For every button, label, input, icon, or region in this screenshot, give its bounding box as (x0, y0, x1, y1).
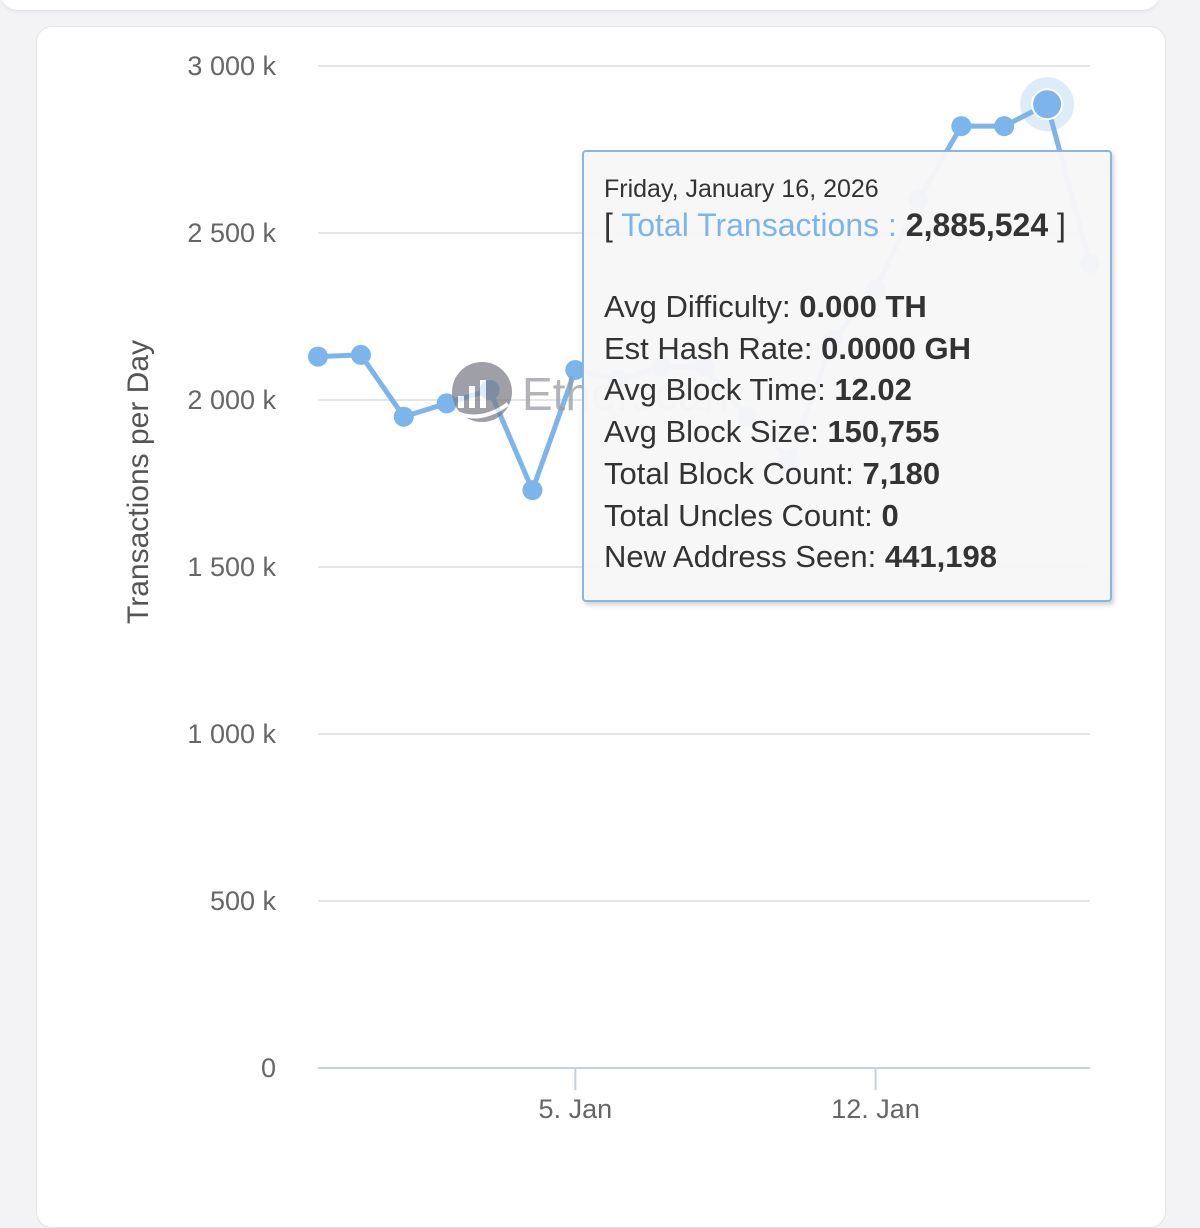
row-label: Avg Block Size: (604, 414, 819, 450)
data-point[interactable] (565, 359, 586, 380)
tooltip-row-total-block-count: Total Block Count: 7,180 (604, 453, 1090, 495)
data-point-hovered[interactable] (1031, 88, 1064, 121)
y-axis-label: Transactions per Day (122, 340, 155, 624)
data-point[interactable] (393, 406, 414, 427)
data-point[interactable] (522, 480, 543, 501)
y-tick-label: 2 000 k (187, 385, 276, 415)
row-label: Total Uncles Count: (604, 497, 873, 533)
x-axis: 5. Jan 12. Jan (539, 1068, 920, 1124)
row-label: Avg Block Time: (604, 372, 826, 408)
tooltip-row-est-hash-rate: Est Hash Rate: 0.0000 GH (604, 328, 1090, 370)
y-tick-label: 2 500 k (187, 218, 276, 248)
data-tooltip: Friday, January 16, 2026 [ Total Transac… (582, 150, 1112, 602)
y-tick-label: 500 k (210, 886, 277, 916)
tooltip-series-value: 2,885,524 (905, 207, 1049, 243)
tooltip-row-avg-block-time: Avg Block Time: 12.02 (604, 369, 1090, 411)
x-tick-label: 12. Jan (831, 1094, 920, 1124)
row-value: 150,755 (827, 414, 940, 450)
previous-card-edge (0, 0, 1160, 11)
row-label: Avg Difficulty: (604, 289, 791, 324)
row-label: Est Hash Rate: (604, 330, 813, 366)
tooltip-row-avg-block-size: Avg Block Size: 150,755 (604, 411, 1090, 453)
data-point[interactable] (951, 116, 972, 137)
y-tick-label: 3 000 k (187, 51, 276, 81)
tooltip-bracket-close: ] (1057, 207, 1066, 243)
row-value: 7,180 (862, 455, 941, 491)
tooltip-row-total-uncles-count: Total Uncles Count: 0 (604, 495, 1090, 537)
tooltip-series-line: [ Total Transactions : 2,885,524 ] (604, 204, 1090, 246)
row-value: 0 (881, 497, 899, 533)
tooltip-series-label: Total Transactions : (621, 207, 897, 243)
data-point[interactable] (308, 346, 328, 367)
data-point[interactable] (994, 116, 1015, 137)
data-point[interactable] (436, 393, 457, 414)
y-tick-label: 1 500 k (187, 552, 276, 582)
row-value: 0.000 TH (799, 289, 927, 324)
row-label: New Address Seen: (604, 539, 877, 575)
row-value: 441,198 (884, 539, 997, 575)
etherscan-logo-icon (452, 362, 512, 422)
y-tick-label: 0 (261, 1053, 276, 1083)
row-value: 0.0000 GH (821, 330, 972, 366)
tooltip-bracket-open: [ (604, 207, 613, 243)
x-tick-label: 5. Jan (539, 1094, 613, 1124)
row-value: 12.02 (834, 372, 912, 408)
y-axis-ticks: 0 500 k 1 000 k 1 500 k 2 000 k 2 500 k 3 000 … (187, 51, 276, 1083)
row-label: Total Block Count: (604, 455, 854, 491)
tooltip-row-new-address-seen: New Address Seen: 441,198 (604, 536, 1090, 578)
tooltip-row-avg-difficulty: Avg Difficulty: 0.000 TH (604, 286, 1090, 328)
y-tick-label: 1 000 k (187, 719, 276, 749)
tooltip-date: Friday, January 16, 2026 (604, 175, 879, 203)
data-point[interactable] (350, 344, 371, 365)
